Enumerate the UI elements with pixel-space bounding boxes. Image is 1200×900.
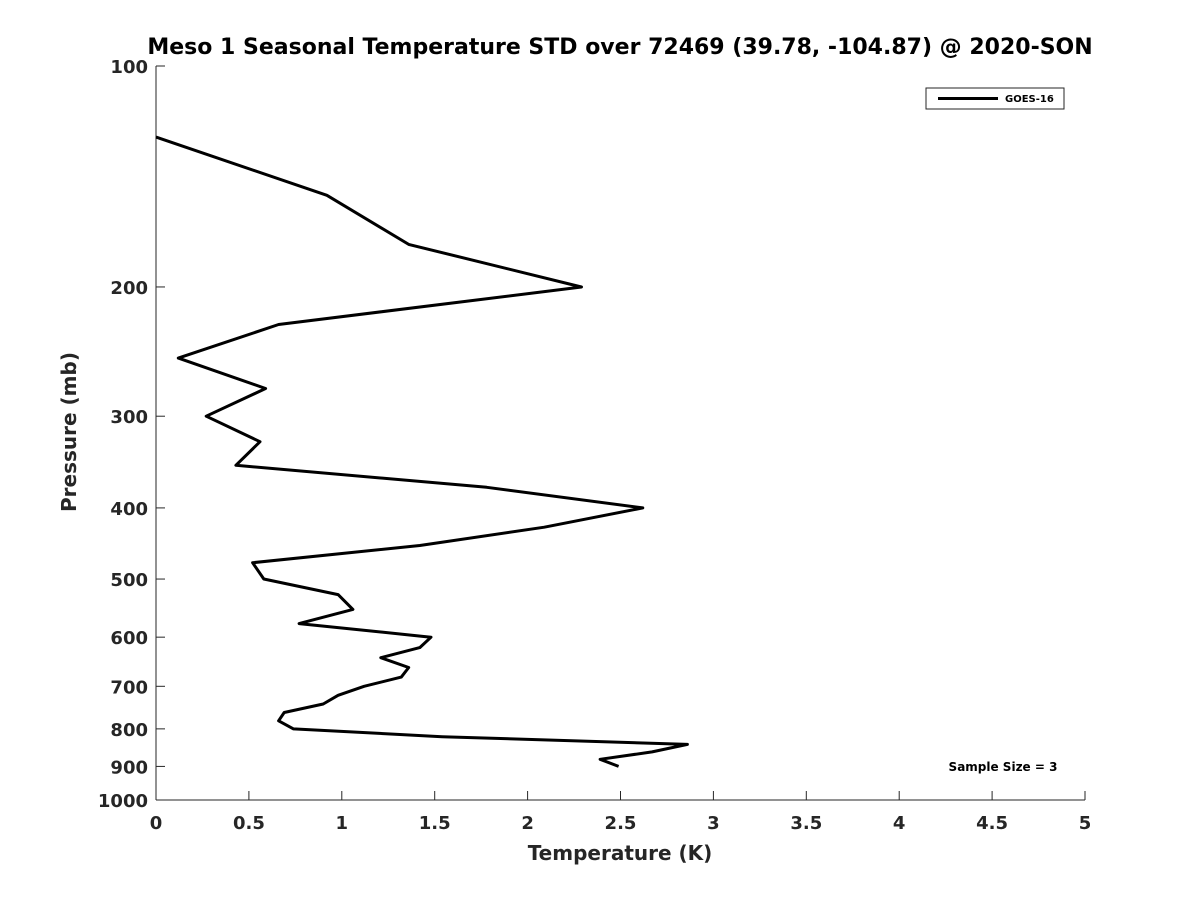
data-point — [618, 766, 619, 767]
y-tick-label: 600 — [110, 628, 148, 649]
data-point — [380, 657, 381, 658]
data-point — [419, 545, 420, 546]
y-tick-label: 200 — [110, 278, 148, 299]
data-point — [252, 562, 253, 563]
data-point — [326, 195, 327, 196]
x-tick-label: 2.5 — [605, 813, 637, 834]
y-tick-label: 300 — [110, 407, 148, 428]
data-point — [178, 358, 179, 359]
x-tick-label: 3.5 — [790, 813, 822, 834]
legend: GOES-16 — [925, 87, 1065, 110]
data-point — [431, 637, 432, 638]
axes: 0 0.5 1 1.5 2 2.5 3 3.5 4 4.5 5 100 200 300 400 500 600 7… — [98, 57, 1091, 834]
data-point — [293, 728, 294, 729]
data-point — [652, 751, 653, 752]
data-point — [278, 324, 279, 325]
y-tick-label: 500 — [110, 570, 148, 591]
x-tick-label: 0.5 — [233, 813, 265, 834]
x-tick-label: 5 — [1079, 813, 1092, 834]
data-point — [235, 465, 236, 466]
y-tick-label: 1000 — [98, 791, 148, 812]
data-point — [278, 720, 279, 721]
data-point — [299, 623, 300, 624]
legend-label-goes-16: GOES-16 — [1005, 94, 1054, 105]
data-point — [338, 695, 339, 696]
data-point — [408, 667, 409, 668]
data-point — [364, 686, 365, 687]
y-tick-label: 800 — [110, 720, 148, 741]
data-point — [323, 704, 324, 705]
data-point — [284, 712, 285, 713]
data-point — [401, 677, 402, 678]
data-point — [263, 579, 264, 580]
y-tick-label: 400 — [110, 499, 148, 520]
x-axis-label: Temperature (K) — [528, 841, 713, 865]
x-tick-label: 1.5 — [419, 813, 451, 834]
data-point — [642, 507, 643, 508]
x-tick-label: 3 — [707, 813, 720, 834]
y-tick-label: 900 — [110, 757, 148, 778]
data-point — [419, 647, 420, 648]
data-point — [338, 594, 339, 595]
data-point — [408, 244, 409, 245]
data-point — [581, 287, 582, 288]
series-line-goes-16 — [155, 135, 689, 768]
data-point — [600, 759, 601, 760]
data-point — [544, 527, 545, 528]
data-point — [206, 416, 207, 417]
x-tick-label: 1 — [336, 813, 349, 834]
y-axis-label: Pressure (mb) — [57, 352, 81, 512]
data-point — [442, 736, 443, 737]
chart-title: Meso 1 Seasonal Temperature STD over 724… — [147, 35, 1092, 60]
data-point — [687, 744, 688, 745]
x-tick-label: 0 — [150, 813, 163, 834]
data-point — [486, 487, 487, 488]
x-tick-label: 2 — [521, 813, 534, 834]
y-tick-label: 700 — [110, 677, 148, 698]
data-point — [265, 388, 266, 389]
x-tick-label: 4 — [893, 813, 906, 834]
data-point — [260, 441, 261, 442]
data-point — [156, 137, 157, 138]
series-layer — [155, 135, 689, 768]
data-point — [352, 609, 353, 610]
x-tick-label: 4.5 — [976, 813, 1008, 834]
sample-size-annotation: Sample Size = 3 — [949, 760, 1058, 774]
y-tick-label: 100 — [110, 57, 148, 78]
